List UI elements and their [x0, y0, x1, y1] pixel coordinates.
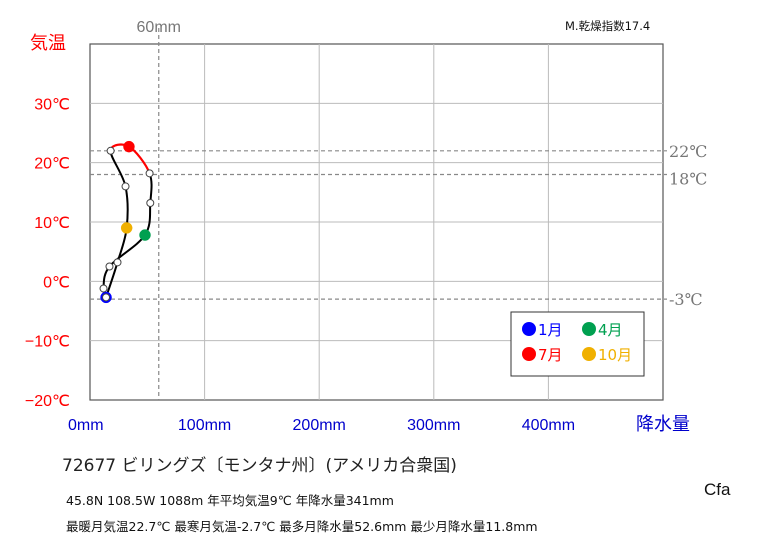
- x-axis-label: 降水量: [636, 414, 690, 435]
- ref-label-60mm: 60mm: [137, 19, 181, 36]
- month-point-2: [99, 284, 108, 293]
- legend-label-7: 7月: [538, 346, 563, 364]
- month-point-12: [102, 293, 111, 302]
- month-point-3: [105, 262, 114, 271]
- station-stats-line2: 最暖月気温22.7℃ 最寒月気温-2.7℃ 最多月降水量52.6mm 最少月降水…: [66, 519, 538, 534]
- month-point-6: [145, 169, 154, 178]
- month-point-8: [106, 146, 115, 155]
- x-tick-label: 100mm: [178, 417, 231, 434]
- legend-box: [510, 311, 645, 377]
- y-tick-label: 0℃: [43, 274, 70, 291]
- x-tick-label: 200mm: [293, 417, 346, 434]
- y-tick-label: −20℃: [25, 393, 70, 410]
- station-stats-line1: 45.8N 108.5W 1088m 年平均気温9℃ 年降水量341mm: [66, 493, 394, 508]
- y-tick-label: 10℃: [34, 215, 70, 232]
- legend-label-1: 1月: [538, 321, 563, 339]
- legend-marker-1: [522, 322, 536, 336]
- legend-marker-4: [582, 322, 596, 336]
- ref-label-temp: 22℃: [669, 142, 707, 161]
- x-tick-label: 400mm: [522, 417, 575, 434]
- y-tick-label: 30℃: [34, 96, 70, 113]
- station-title: 72677 ビリングズ〔モンタナ州〕(アメリカ合衆国): [62, 456, 457, 476]
- month-point-4: [139, 229, 151, 241]
- month-point-7: [123, 140, 135, 153]
- x-tick-label: 0mm: [68, 417, 104, 434]
- month-point-11: [113, 258, 122, 267]
- climate-class: Cfa: [704, 480, 731, 499]
- y-axis-label: 気温: [30, 33, 66, 54]
- legend-marker-7: [522, 347, 536, 361]
- month-point-5: [146, 199, 155, 208]
- legend-label-4: 4月: [598, 321, 623, 339]
- ref-label-temp: -3℃: [669, 290, 702, 309]
- month-point-9: [121, 182, 130, 191]
- y-tick-label: 20℃: [34, 156, 70, 173]
- y-tick-label: −10℃: [25, 334, 70, 351]
- legend-marker-10: [582, 347, 596, 361]
- ref-label-temp: 18℃: [669, 170, 707, 189]
- x-tick-label: 300mm: [407, 417, 460, 434]
- legend-label-10: 10月: [598, 346, 632, 364]
- aridity-index: M.乾燥指数17.4: [565, 19, 651, 33]
- month-point-10: [120, 222, 133, 234]
